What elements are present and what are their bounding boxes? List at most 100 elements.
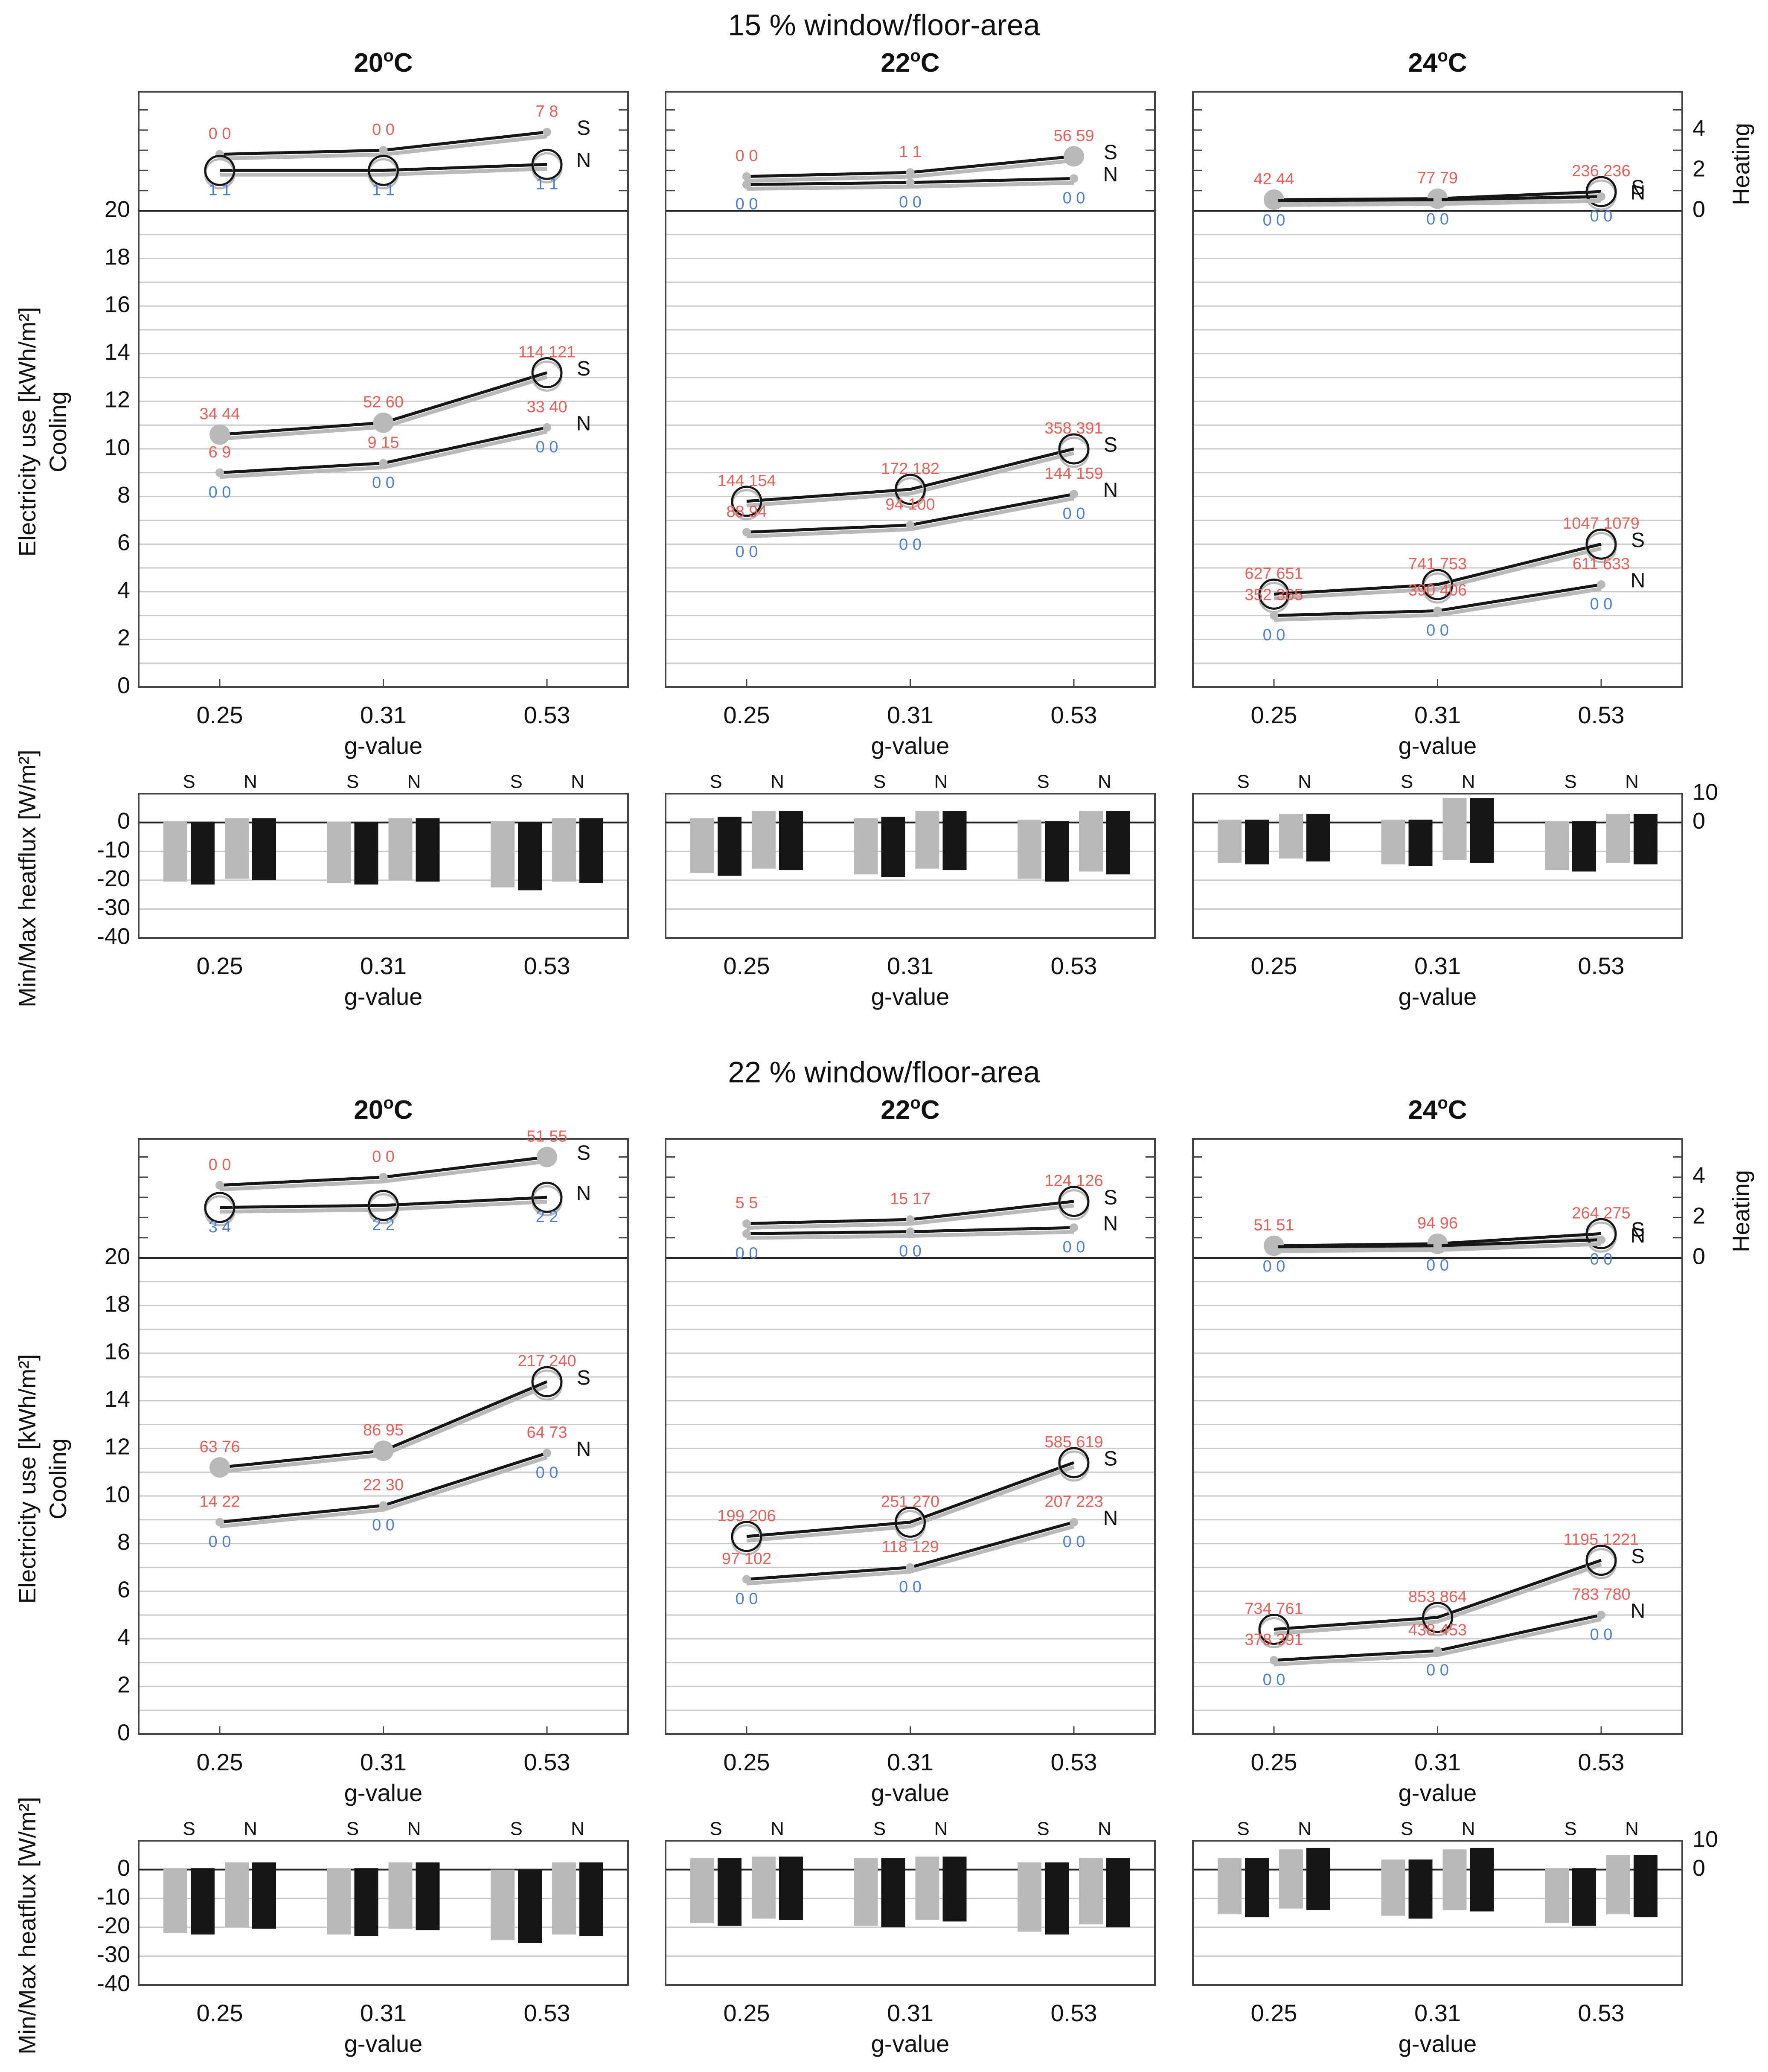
heating-label-S: 236 236 — [1572, 162, 1630, 180]
cooling-label-S: 585 619 — [1044, 1433, 1103, 1451]
flux-x-axis-label: g-value — [344, 2030, 423, 2057]
flux-x-axis-label: g-value — [1399, 2030, 1477, 2057]
heating-count-N: 1 1 — [536, 175, 558, 193]
flux-group-label: S — [510, 1819, 522, 1839]
flux-bar-N-gray — [1279, 1849, 1303, 1909]
heating-label-S: 15 17 — [890, 1190, 931, 1208]
flux-x-tick-label: 0.31 — [360, 1999, 407, 2026]
flux-group-label: S — [346, 771, 359, 792]
heating-line-N-shadow — [219, 1199, 547, 1214]
x-tick-label: 0.31 — [1414, 701, 1461, 728]
flux-bar-N-gray — [1079, 811, 1103, 872]
cooling-marker-N — [1070, 1518, 1078, 1527]
heating-line-N-shadow — [220, 166, 547, 177]
cooling-label-S: 172 182 — [881, 460, 939, 478]
x-tick-label: 0.31 — [887, 701, 933, 728]
cooling-y-axis-label-2: Cooling — [44, 1438, 71, 1519]
heating-marker-S — [1585, 176, 1617, 207]
heating-marker-N — [1270, 1242, 1278, 1251]
heating-count-N: 1 1 — [209, 181, 231, 199]
cooling-marker-N — [1597, 580, 1605, 589]
cooling-line-S-shadow — [1274, 546, 1602, 600]
heating-marker-S — [379, 146, 388, 155]
cooling-marker-S — [209, 424, 230, 445]
heating-marker-N — [1433, 1241, 1442, 1250]
x-axis-label: g-value — [344, 1779, 423, 1806]
flux-bar-N-black — [779, 1857, 803, 1920]
heating-marker-S — [906, 168, 915, 177]
cooling-label-N: 207 223 — [1044, 1493, 1103, 1510]
x-tick-label: 0.53 — [524, 701, 570, 728]
heating-count-N: 0 0 — [1063, 1238, 1085, 1256]
flux-bar-S-black — [1408, 819, 1433, 866]
cooling-marker-S — [895, 474, 926, 505]
cooling-label-S: 52 60 — [363, 393, 404, 411]
cooling-label-S: 63 76 — [199, 1438, 240, 1456]
heating-count-N: 0 0 — [1590, 1250, 1613, 1268]
heating-marker-S — [379, 1173, 388, 1182]
heating-count-N: 1 1 — [372, 181, 395, 199]
heating-label-S: 1 1 — [899, 143, 922, 161]
flux-bar-S-gray — [327, 821, 351, 883]
heating-count-N: 0 0 — [1263, 1257, 1285, 1275]
flux-bar-N-gray — [915, 1857, 939, 1920]
cooling-count-N: 0 0 — [536, 438, 558, 456]
cooling-y-tick-label: 14 — [105, 339, 130, 365]
cooling-marker-S — [373, 1440, 394, 1461]
flux-bar-N-gray — [552, 1862, 576, 1935]
heating-count-N: 0 0 — [899, 1243, 922, 1260]
cooling-count-N: 0 0 — [1590, 1626, 1613, 1644]
heating-label-S: 0 0 — [372, 121, 395, 139]
heating-label-S: 124 126 — [1044, 1172, 1103, 1190]
flux-group-label: S — [183, 1819, 195, 1839]
flux-group-label: S — [1564, 1819, 1576, 1839]
cooling-count-N: 0 0 — [1263, 1671, 1285, 1689]
flux-y-tick-label-right: 10 — [1692, 779, 1718, 805]
flux-group-label: N — [1462, 1819, 1475, 1839]
cooling-label-N: 6 9 — [209, 443, 231, 461]
x-tick-label: 0.25 — [724, 701, 770, 728]
cooling-count-N: 0 0 — [736, 1590, 758, 1608]
flux-x-tick-label: 0.53 — [1578, 1999, 1625, 2026]
flux-bar-N-black — [779, 811, 803, 870]
x-tick-label: 0.31 — [887, 1749, 933, 1775]
x-axis-label: g-value — [1399, 1779, 1477, 1806]
cooling-label-N: 33 40 — [526, 398, 567, 416]
flux-x-tick-label: 0.25 — [1251, 1999, 1297, 2026]
flux-y-tick-label: -40 — [97, 1970, 130, 1996]
heating-marker-S — [543, 128, 551, 137]
flux-y-tick-label: -10 — [97, 837, 130, 862]
heating-marker-N — [742, 180, 751, 189]
flux-bar-N-black — [252, 818, 276, 880]
flux-bar-S-black — [354, 1868, 378, 1936]
flux-bar-S-gray — [491, 822, 515, 888]
flux-y-tick-label: -30 — [97, 1942, 130, 1967]
flux-x-axis-label: g-value — [871, 983, 950, 1010]
cooling-marker-N — [742, 1575, 751, 1584]
flux-group-label: S — [710, 771, 722, 792]
flux-bar-S-black — [881, 817, 905, 878]
x-tick-label: 0.53 — [1578, 1749, 1625, 1775]
panel-1-2: 22oC 0.25 0.31 0.53 g-value 0 0 1 1 56 59 S 0 0 0 … — [665, 47, 1156, 1010]
cooling-label-N: 438 453 — [1408, 1621, 1467, 1639]
cooling-y-tick-label: 4 — [117, 1624, 130, 1650]
cooling-y-tick-label: 8 — [117, 482, 130, 508]
flux-group-label: S — [1237, 1819, 1249, 1839]
flux-x-axis-label: g-value — [344, 983, 423, 1010]
panel-title: 24oC — [1408, 47, 1467, 78]
heating-label-S: 264 275 — [1572, 1204, 1630, 1222]
flux-bar-S-gray — [1545, 821, 1569, 870]
figure-block-1: 15 % window/floor-area 20oC 0.25 0.31 0.53 g-… — [14, 8, 1754, 1010]
flux-bar-N-gray — [752, 1857, 776, 1919]
cooling-count-N: 0 0 — [536, 1464, 558, 1482]
heating-count-N: 3 4 — [209, 1218, 231, 1236]
x-tick-label: 0.25 — [724, 1749, 770, 1775]
flux-y-tick-label: 0 — [117, 1855, 130, 1881]
cooling-label-N: 94 100 — [885, 496, 935, 514]
cooling-label-S: 358 391 — [1044, 419, 1103, 437]
cooling-y-tick-label: 10 — [105, 434, 130, 460]
flux-bar-S-black — [191, 821, 215, 885]
cooling-count-N: 0 0 — [1063, 505, 1085, 523]
heating-count-N: 0 0 — [1590, 207, 1613, 225]
cooling-label-N: 783 780 — [1572, 1586, 1630, 1603]
